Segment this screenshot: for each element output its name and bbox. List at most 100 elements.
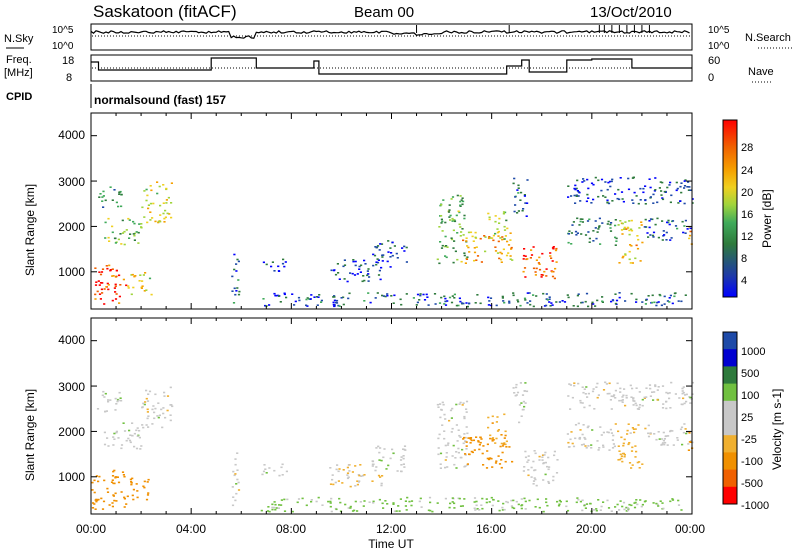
heat-cell — [171, 405, 174, 408]
heat-cell — [120, 243, 123, 245]
heat-cell — [617, 459, 620, 461]
heat-cell — [354, 485, 357, 487]
heat-cell — [661, 442, 665, 444]
heat-cell — [96, 408, 100, 410]
beam-title: Beam 00 — [354, 4, 414, 21]
heat-cell — [461, 228, 464, 230]
heat-cell — [278, 504, 281, 506]
heat-cell — [354, 465, 357, 467]
heat-cell — [123, 243, 126, 246]
heat-cell — [525, 390, 529, 393]
vel-cbar-tick-m500: -500 — [741, 478, 763, 490]
heat-cell — [644, 203, 647, 205]
heat-cell — [494, 462, 498, 464]
heat-cell — [445, 456, 448, 458]
heat-cell — [635, 195, 638, 197]
heat-cell — [669, 239, 672, 241]
heat-cell — [523, 466, 526, 468]
heat-cell — [621, 256, 624, 259]
heat-cell — [517, 210, 520, 212]
heat-cell — [457, 447, 460, 450]
heat-cell — [480, 438, 483, 440]
heat-cell — [146, 481, 149, 483]
heat-cell — [265, 263, 268, 266]
heat-cell — [99, 273, 103, 276]
heat-cell — [627, 177, 630, 180]
heat-cell — [574, 437, 577, 440]
heat-cell — [146, 408, 149, 411]
heat-cell — [497, 240, 500, 243]
xtick-0000: 00:00 — [76, 522, 106, 536]
heat-cell — [475, 246, 478, 248]
heat-cell — [338, 278, 341, 280]
heat-cell — [162, 412, 165, 415]
heat-cell — [114, 285, 117, 288]
heat-cell — [127, 217, 130, 220]
heat-cell — [649, 218, 653, 220]
heat-cell — [499, 237, 502, 239]
heat-cell — [297, 296, 301, 299]
heat-cell — [663, 234, 666, 236]
heat-cell — [583, 436, 586, 439]
heat-cell — [381, 294, 384, 297]
heat-cell — [643, 396, 646, 399]
heat-cell — [527, 455, 530, 457]
heat-cell — [482, 464, 485, 466]
heat-cell — [581, 218, 584, 220]
heat-cell — [132, 498, 135, 501]
heat-cell — [343, 278, 346, 280]
heat-cell — [632, 428, 635, 430]
heat-cell — [393, 245, 396, 247]
heat-cell — [550, 302, 553, 304]
heat-cell — [463, 214, 466, 217]
heat-cell — [622, 200, 625, 203]
heat-cell — [585, 386, 588, 388]
heat-cell — [135, 483, 138, 485]
heat-cell — [600, 434, 603, 436]
heat-cell — [687, 443, 690, 445]
heat-cell — [598, 225, 601, 227]
heat-cell — [634, 257, 637, 260]
heat-cell — [584, 438, 587, 440]
heat-cell — [375, 246, 379, 249]
heat-cell — [649, 395, 652, 397]
heat-cell — [468, 437, 472, 439]
heat-cell — [661, 198, 665, 201]
heat-cell — [486, 443, 489, 446]
heat-cell — [337, 470, 340, 473]
heat-cell — [375, 261, 378, 263]
heat-cell — [378, 269, 381, 272]
heat-cell — [614, 397, 617, 399]
heat-cell — [423, 299, 427, 301]
heat-cell — [305, 504, 308, 507]
heat-cell — [112, 495, 115, 497]
heat-cell — [657, 301, 660, 303]
heat-cell — [683, 202, 686, 205]
heat-cell — [688, 186, 691, 188]
heat-cell — [680, 191, 683, 194]
heat-cell — [524, 255, 527, 257]
heat-cell — [389, 457, 392, 460]
heat-cell — [455, 304, 458, 307]
heat-cell — [658, 438, 661, 440]
heat-cell — [546, 465, 549, 468]
heat-cell — [132, 220, 135, 223]
heat-cell — [515, 394, 518, 396]
heat-cell — [609, 230, 613, 232]
heat-cell — [616, 197, 619, 200]
heat-cell — [654, 189, 657, 191]
heat-cell — [606, 188, 609, 191]
heat-cell — [502, 443, 505, 445]
heat-cell — [347, 507, 350, 509]
heat-cell — [103, 479, 106, 482]
heat-cell — [158, 185, 161, 188]
nave-label: Nave — [748, 66, 774, 78]
heat-cell — [495, 304, 498, 307]
heat-cell — [587, 197, 590, 199]
heat-cell — [448, 216, 451, 218]
heat-cell — [621, 396, 624, 398]
heat-cell — [306, 297, 309, 299]
heat-cell — [98, 475, 101, 478]
heat-cell — [651, 234, 655, 237]
